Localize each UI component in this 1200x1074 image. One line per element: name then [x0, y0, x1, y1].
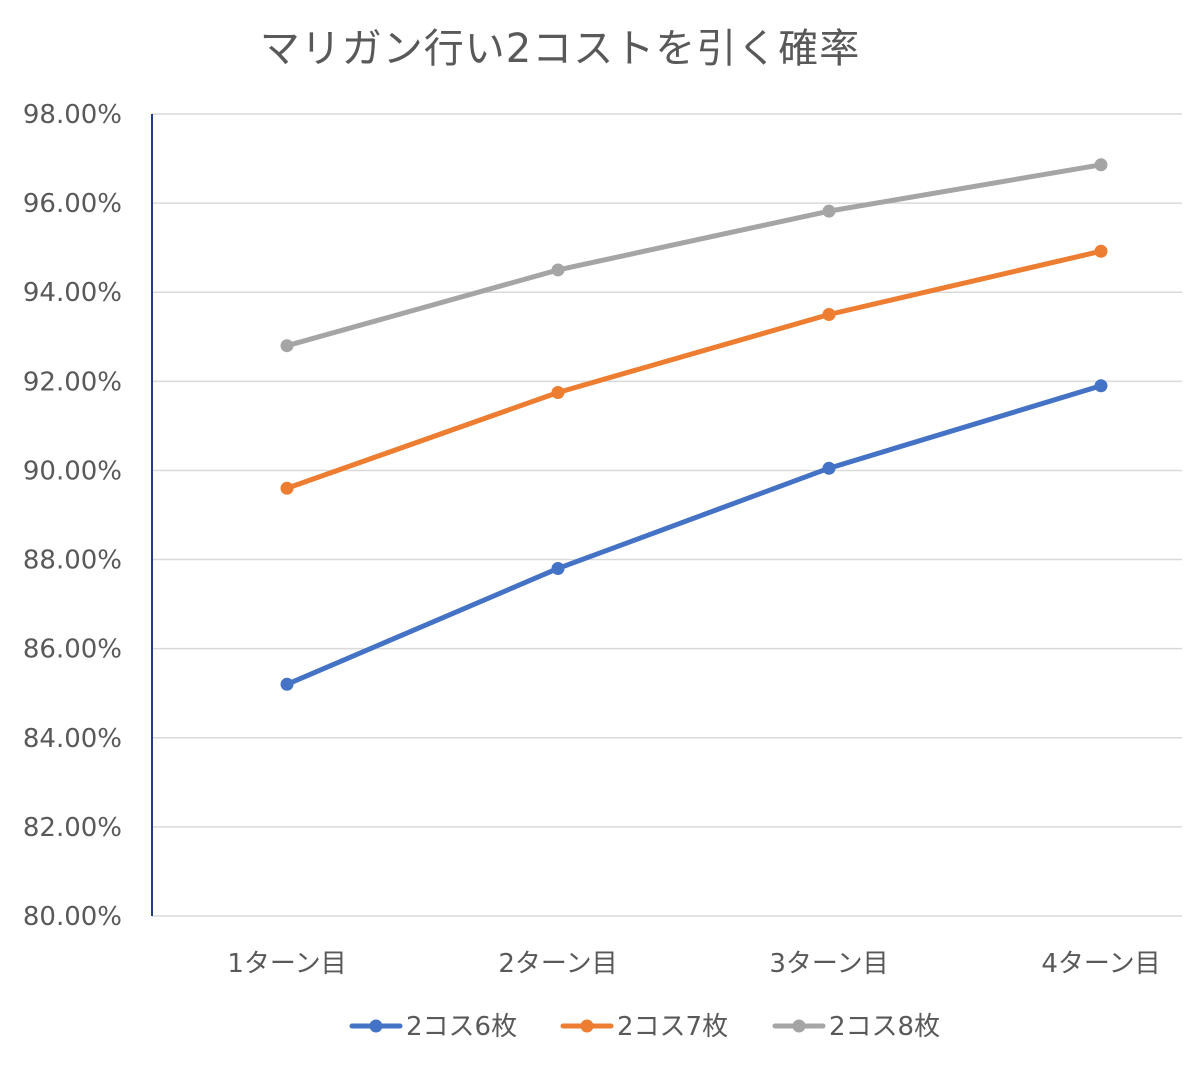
y-tick-label: 94.00%	[23, 278, 122, 308]
data-point	[280, 339, 294, 353]
series-3	[280, 158, 1108, 353]
legend-item: 2コス7枚	[560, 1012, 728, 1042]
data-point	[280, 677, 294, 691]
data-point	[822, 308, 836, 321]
legend-marker	[580, 1019, 594, 1033]
series-2	[280, 244, 1108, 495]
legend-marker	[369, 1019, 383, 1033]
series-line	[284, 162, 1104, 349]
data-point	[1094, 379, 1108, 393]
data-point	[1094, 158, 1108, 172]
y-tick-label: 96.00%	[23, 189, 122, 219]
legend-item: 2コス8枚	[772, 1012, 940, 1042]
series-line	[284, 248, 1104, 491]
data-point	[551, 561, 565, 575]
data-point	[551, 263, 565, 277]
legend-item: 2コス6枚	[349, 1012, 517, 1042]
x-tick-label: 3ターン目	[769, 949, 888, 979]
chart-title: マリガン行い2コストを引く確率	[260, 26, 860, 72]
legend-label: 2コス8枚	[829, 1012, 940, 1042]
y-tick-label: 90.00%	[23, 456, 122, 486]
legend-label: 2コス6枚	[406, 1012, 517, 1042]
data-point	[1094, 244, 1108, 258]
x-axis-tick-labels: 1ターン目 2ターン目 3ターン目 4ターン目	[227, 949, 1160, 979]
series-line	[284, 383, 1104, 687]
y-tick-label: 98.00%	[23, 100, 122, 130]
data-point	[822, 204, 836, 218]
legend: 2コス6枚 2コス7枚 2コス8枚	[349, 1012, 940, 1042]
series-1	[280, 379, 1108, 691]
y-tick-label: 82.00%	[23, 813, 122, 843]
legend-marker	[792, 1019, 806, 1033]
data-point	[551, 385, 565, 399]
legend-label: 2コス7枚	[617, 1012, 728, 1042]
gridlines	[152, 113, 1182, 917]
x-tick-label: 4ターン目	[1041, 949, 1160, 979]
y-axis-tick-labels: 80.00% 82.00% 84.00% 86.00% 88.00% 90.00% 92.0…	[23, 100, 122, 932]
series-group	[280, 158, 1108, 691]
data-point	[280, 481, 294, 495]
y-tick-label: 88.00%	[23, 546, 122, 576]
x-tick-label: 1ターン目	[227, 949, 346, 979]
x-tick-label: 2ターン目	[498, 949, 617, 979]
y-tick-label: 92.00%	[23, 367, 122, 397]
y-tick-label: 84.00%	[23, 724, 122, 754]
data-point	[822, 461, 836, 475]
y-tick-label: 80.00%	[23, 902, 122, 932]
y-tick-label: 86.00%	[23, 635, 122, 665]
